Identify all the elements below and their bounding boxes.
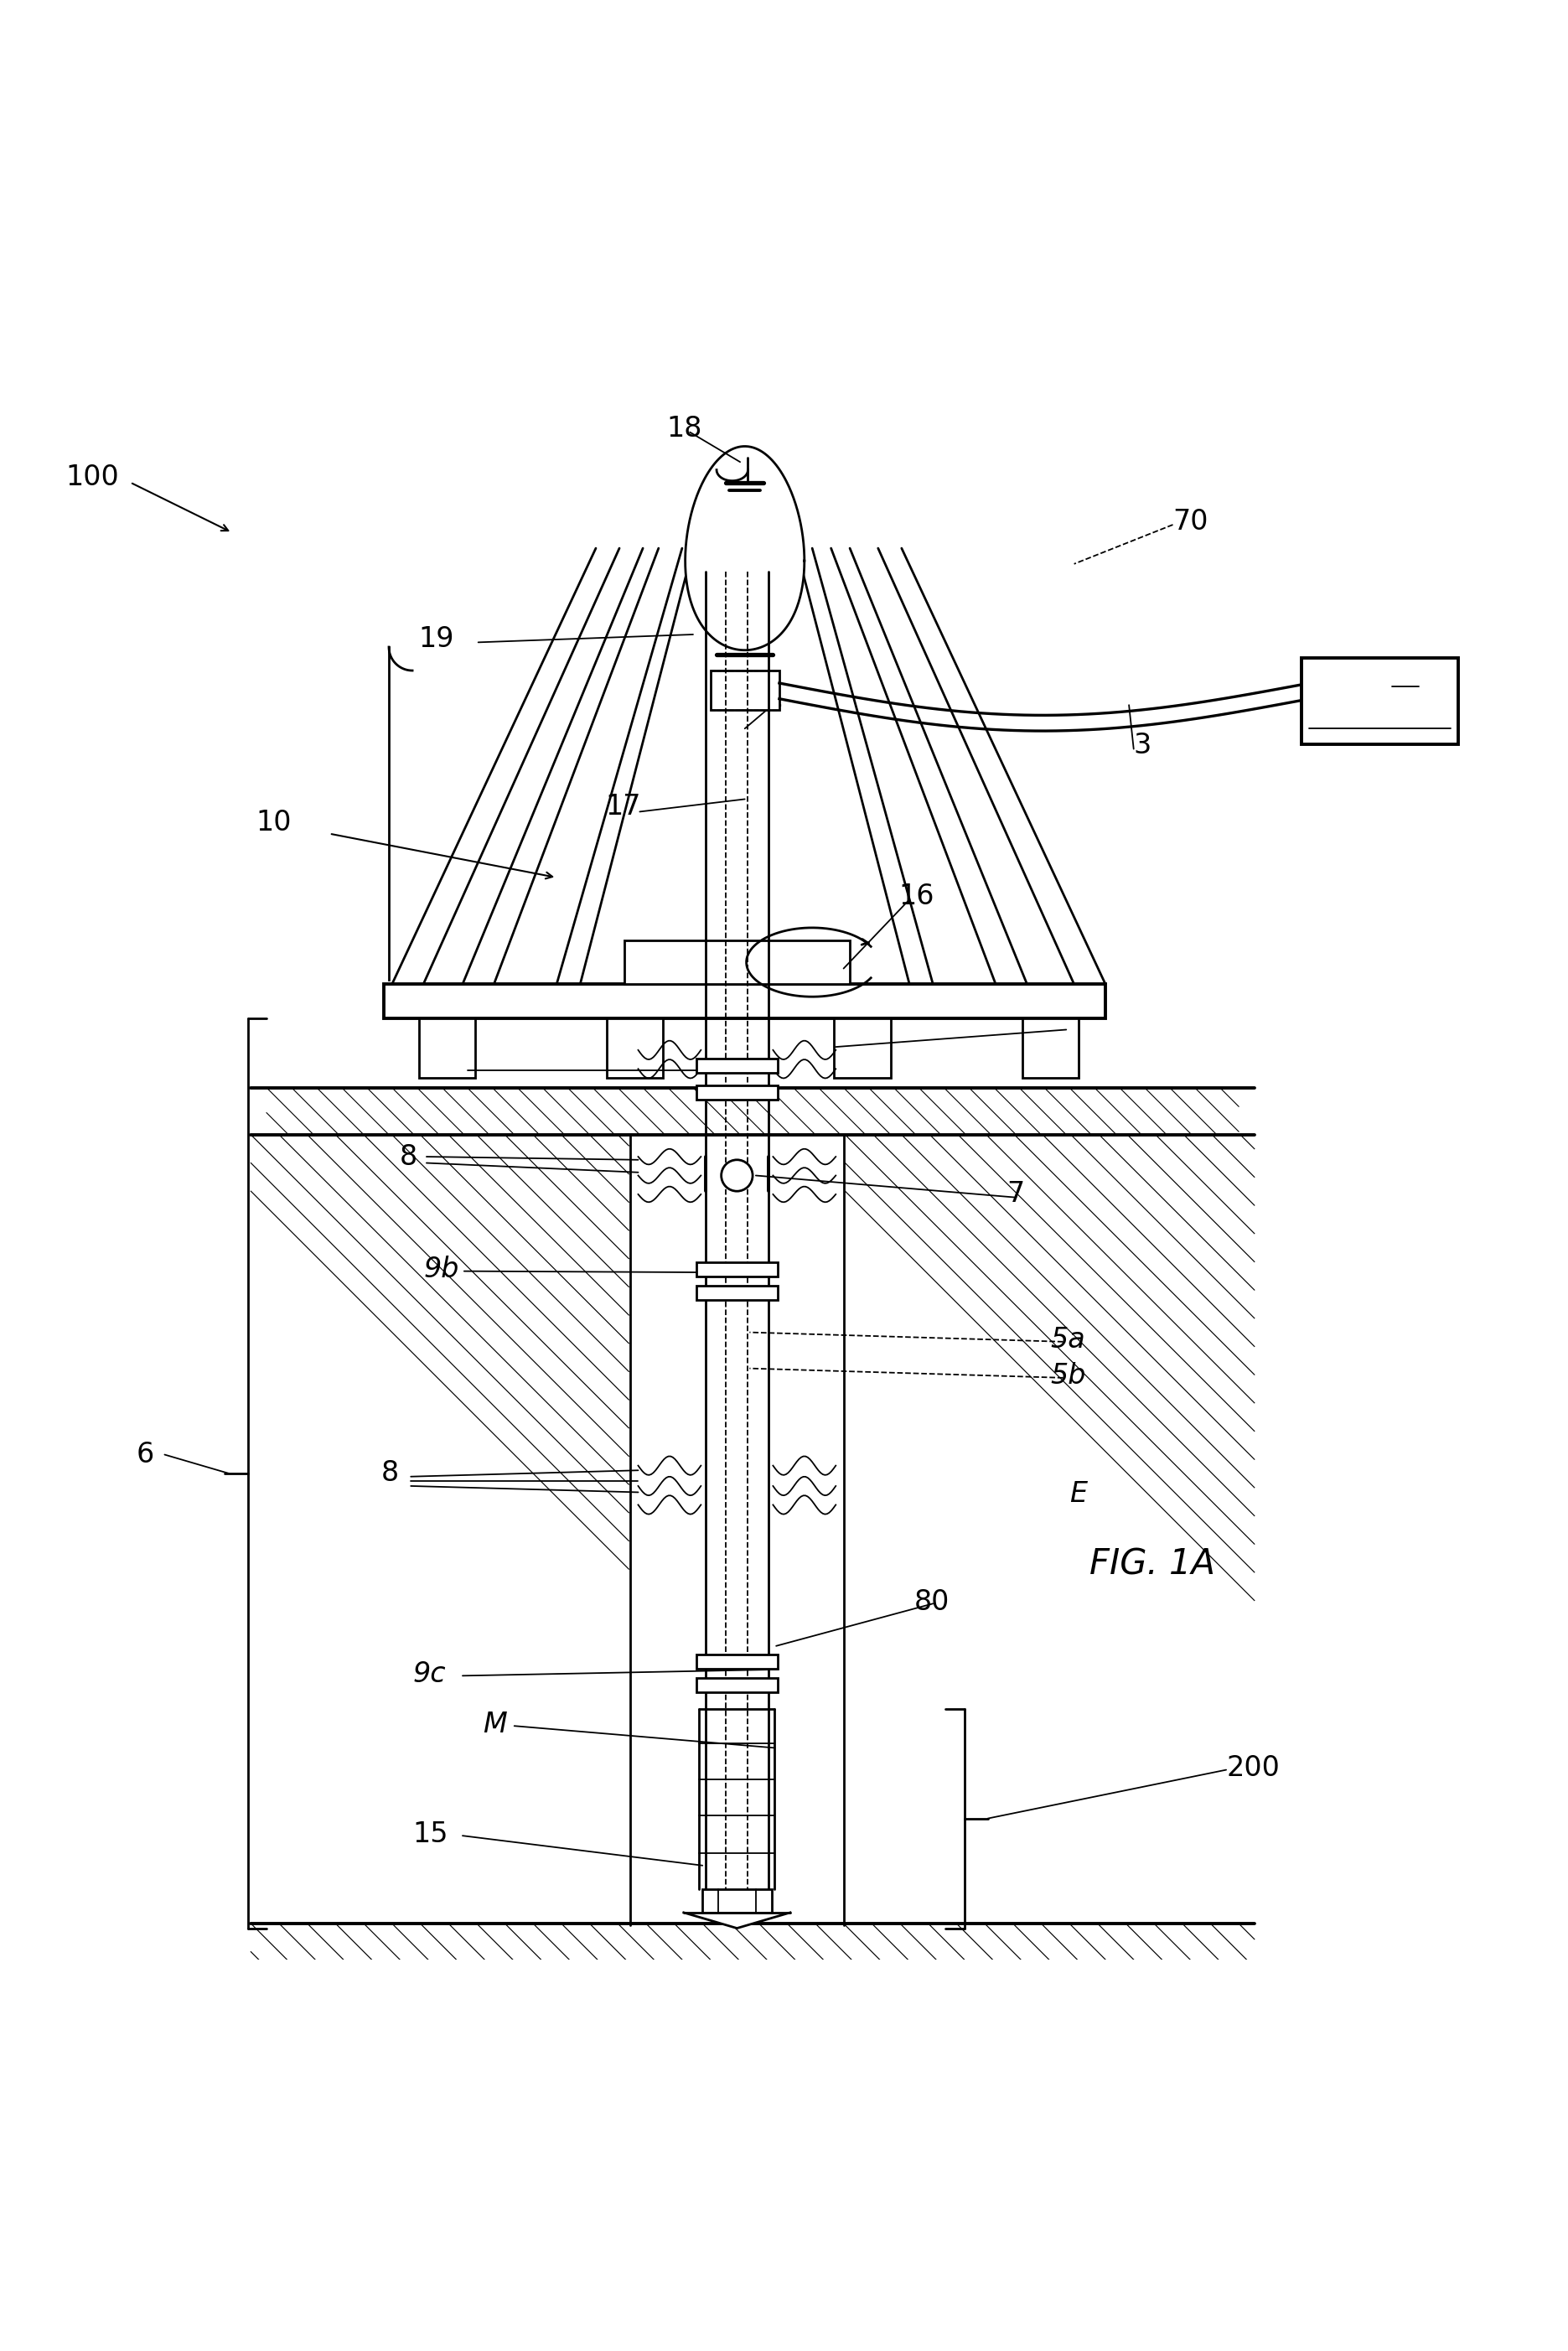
Bar: [696, 1086, 778, 1100]
Text: 10: 10: [256, 809, 292, 837]
Text: 6: 6: [136, 1441, 154, 1469]
Bar: [384, 985, 1105, 1018]
Circle shape: [721, 1159, 753, 1192]
Text: 8: 8: [381, 1460, 398, 1488]
Text: 9c: 9c: [412, 1660, 445, 1688]
Bar: [702, 1888, 771, 1914]
Text: 9a: 9a: [426, 1056, 461, 1084]
Text: E: E: [1069, 1481, 1087, 1507]
Text: 7: 7: [1007, 1180, 1024, 1208]
Text: M: M: [483, 1712, 506, 1737]
Polygon shape: [684, 1914, 790, 1928]
Text: 8: 8: [1054, 1013, 1071, 1041]
Bar: [696, 1679, 778, 1693]
Polygon shape: [685, 447, 804, 651]
Text: 18: 18: [666, 416, 702, 442]
Text: 17: 17: [605, 792, 641, 820]
Text: 70: 70: [1173, 508, 1209, 536]
Bar: [607, 1018, 663, 1079]
Bar: [696, 1655, 778, 1669]
Text: 9b: 9b: [423, 1255, 459, 1284]
Text: 2: 2: [1392, 661, 1410, 689]
Bar: [696, 1286, 778, 1300]
Bar: [696, 1058, 778, 1072]
Text: 3: 3: [1134, 731, 1151, 759]
Text: 1: 1: [765, 684, 782, 712]
Text: FIG. 1A: FIG. 1A: [1090, 1547, 1215, 1582]
Text: 80: 80: [914, 1589, 950, 1615]
Text: 8: 8: [400, 1143, 417, 1171]
Bar: [1301, 658, 1458, 745]
Text: 16: 16: [898, 882, 935, 910]
Bar: [696, 1262, 778, 1277]
Text: 100: 100: [66, 463, 119, 491]
Text: 15: 15: [412, 1820, 448, 1848]
Bar: [834, 1018, 891, 1079]
Text: 19: 19: [419, 625, 455, 654]
Bar: [419, 1018, 475, 1079]
Bar: [1022, 1018, 1079, 1079]
Bar: [624, 940, 850, 985]
Text: 200: 200: [1226, 1754, 1279, 1782]
Text: 5a: 5a: [1051, 1326, 1085, 1354]
Text: 5b: 5b: [1051, 1361, 1087, 1389]
Bar: [710, 670, 779, 710]
